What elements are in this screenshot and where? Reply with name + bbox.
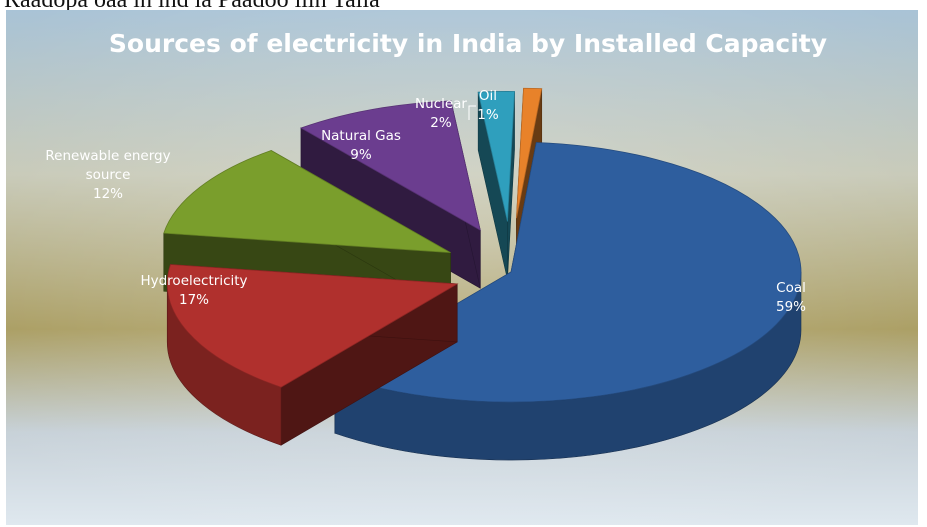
slice-top [163,150,451,254]
pie-slice-hydroelectricity [166,264,459,446]
overflow-text: Raadopa oaa in ind ia Paadoo iiin Talia [4,0,380,13]
slice-label-nuclear: Nuclear 2% [415,96,467,131]
slice-top [516,87,543,219]
pie-slice-nuclear [477,91,515,280]
chart-title: Sources of electricity in India by Insta… [109,29,827,58]
slice-label-natural-gas: Natural Gas 9% [321,128,401,163]
slice-top [299,100,481,231]
oil-leader-line [468,105,476,120]
slice-label-renewable-energy-source: Renewable energy source 12% [45,148,170,202]
slice-top [477,91,515,222]
pie-chart: Sources of electricity in India by Insta… [6,10,918,525]
chart-panel: Sources of electricity in India by Insta… [6,10,918,525]
slices-group [163,87,802,461]
slice-label-coal: Coal 59% [776,280,806,315]
slice-label-oil: Oil 1% [477,88,499,123]
labels-group: Coal 59% Hydroelectricity 17% Renewable ener… [45,88,806,315]
slice-top [166,264,459,388]
slice-label-hydroelectricity: Hydroelectricity 17% [140,273,247,308]
